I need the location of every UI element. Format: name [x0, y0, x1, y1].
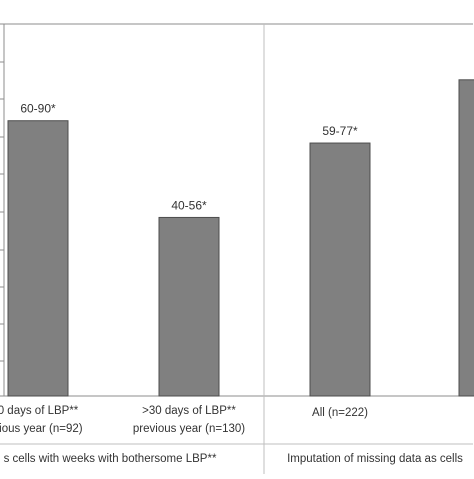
data-labels: 60-90*40-56*59-77*6 [20, 102, 358, 213]
category-label: 0 days of LBP** [0, 405, 79, 417]
category-labels: 0 days of LBP** vious year (n=92) >30 days… [0, 405, 474, 435]
chart-frame [0, 23, 473, 474]
bars [7, 79, 474, 397]
category-label: previous year (n=130) [133, 423, 245, 435]
bar [458, 79, 474, 397]
data-label: 59-77* [322, 124, 358, 138]
group-label: Imputation of missing data as cells [287, 453, 463, 465]
bar [7, 120, 69, 397]
category-label: >30 days of LBP** [142, 405, 236, 417]
category-label: All (n=222) [312, 407, 368, 419]
bar [309, 142, 371, 397]
data-label: 60-90* [20, 102, 56, 116]
group-label: s cells with weeks with bothersome LBP** [4, 453, 217, 465]
data-label: 40-56* [171, 198, 207, 212]
category-label: vious year (n=92) [0, 423, 83, 435]
group-labels: s cells with weeks with bothersome LBP**… [4, 453, 464, 465]
bar [158, 216, 220, 397]
